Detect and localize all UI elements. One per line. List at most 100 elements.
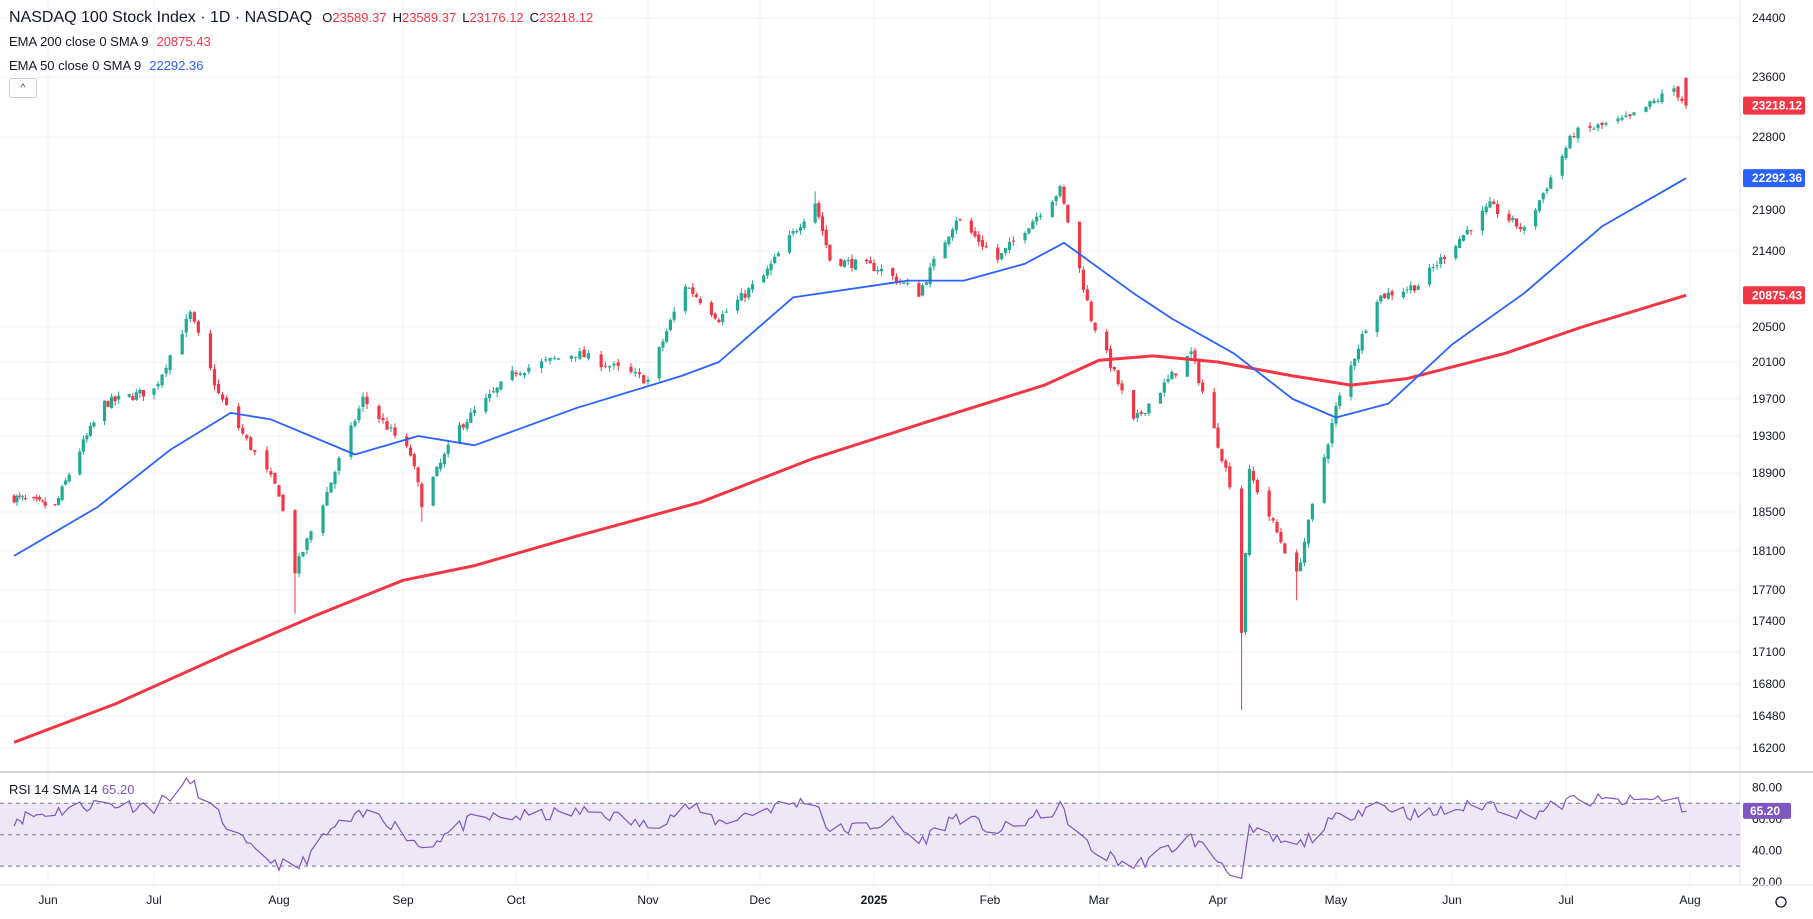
price-badge-ema-200: 20875.43 [1743, 286, 1805, 305]
candle [556, 357, 561, 360]
candle [1537, 199, 1541, 213]
candle-body [237, 406, 241, 428]
ohlc-open-key: O [322, 10, 333, 25]
candle [1271, 516, 1275, 523]
candle-body [357, 408, 361, 421]
candle-body [1201, 382, 1205, 392]
candle [1170, 369, 1174, 380]
candle-body [1680, 98, 1684, 101]
candle-body [131, 396, 135, 400]
candle [53, 503, 57, 507]
candle-body [691, 287, 695, 294]
candle-body [1139, 411, 1143, 414]
rsi-badge-bg [1743, 802, 1791, 819]
candle [947, 236, 951, 247]
rsi-value: 65.20 [101, 782, 135, 797]
candle [164, 364, 168, 378]
candle-body [943, 242, 947, 259]
candle-body [1545, 188, 1549, 192]
candle-body [1062, 186, 1066, 204]
candle [1112, 366, 1116, 372]
candle [273, 472, 277, 485]
candle [1515, 218, 1519, 229]
candle-body [1081, 269, 1086, 290]
candle [608, 364, 612, 372]
candle-body [1275, 522, 1279, 533]
candle-body [1353, 358, 1357, 366]
candle [446, 441, 450, 458]
candle [1131, 390, 1136, 421]
candle-body [872, 262, 876, 271]
candle-body [1469, 230, 1473, 232]
candle-body [1212, 392, 1216, 429]
candle [917, 280, 921, 297]
gear-icon[interactable] [1775, 896, 1787, 908]
candle [668, 318, 672, 332]
candle-body [353, 421, 357, 426]
ohlc-low-key: L [462, 10, 470, 25]
candle-body [776, 253, 780, 257]
candle-body [416, 467, 420, 483]
candle-body [1386, 292, 1390, 299]
candle-body [980, 240, 985, 247]
candle-body [393, 427, 397, 436]
time-axis: Jun Jul Aug Sep Oct Nov Dec 2025 Feb Mar Apr May Jun… [0, 884, 1813, 907]
candle [828, 244, 832, 262]
candle [984, 241, 988, 249]
candle [1412, 285, 1417, 293]
collapse-legend-button[interactable]: ^ [9, 78, 37, 98]
candle [1031, 219, 1035, 230]
candle [1507, 209, 1511, 224]
candle-body [747, 288, 751, 298]
candle [1379, 295, 1383, 304]
candle-body [245, 435, 249, 439]
indicator-ema50-row[interactable]: EMA 50 close 0 SMA 9 22292.36 [9, 54, 593, 78]
candle [1465, 225, 1469, 236]
candle [1435, 260, 1439, 270]
candle-body [665, 331, 669, 342]
candle-body [1147, 403, 1151, 414]
candle [381, 413, 385, 424]
candle-body [1089, 301, 1093, 321]
candle-body [1390, 291, 1394, 296]
candle-body [586, 353, 590, 359]
candle [1105, 329, 1109, 354]
candle [850, 254, 854, 272]
candle-body [850, 258, 854, 269]
candle-body [253, 450, 257, 452]
candle [687, 286, 691, 289]
candle-body [1537, 200, 1541, 211]
candle [117, 391, 121, 404]
indicator-ema200-row[interactable]: EMA 200 close 0 SMA 9 20875.43 [9, 30, 593, 54]
candle-body [633, 371, 637, 374]
candle [156, 381, 160, 390]
candle [1560, 153, 1564, 180]
candle-body [216, 383, 221, 394]
ema200-name: EMA 200 close 0 SMA 9 [9, 34, 149, 49]
candle [1454, 244, 1458, 261]
symbol-title[interactable]: NASDAQ 100 Stock Index · 1D · NASDAQ [9, 9, 313, 26]
candle-body [721, 314, 725, 322]
candle [548, 357, 552, 365]
candle-body [950, 229, 955, 238]
candle-body [53, 504, 57, 506]
candle [865, 258, 869, 264]
candle [1310, 503, 1314, 522]
candle [35, 494, 39, 502]
candle-body [431, 476, 435, 506]
candle-body [1197, 361, 1201, 383]
candle [377, 404, 381, 424]
candle-body [1596, 124, 1600, 129]
candle-body [269, 471, 273, 475]
candle [113, 395, 117, 406]
candle [1283, 542, 1287, 554]
candle [747, 287, 751, 301]
candle [1166, 374, 1170, 384]
price-tick-label: 17400 [1752, 614, 1786, 628]
candle-body [1522, 226, 1526, 231]
rsi-legend[interactable]: RSI 14 SMA 14 65.20 [9, 782, 134, 797]
candle-body [180, 333, 184, 355]
candle [787, 230, 792, 255]
candle [67, 472, 71, 484]
